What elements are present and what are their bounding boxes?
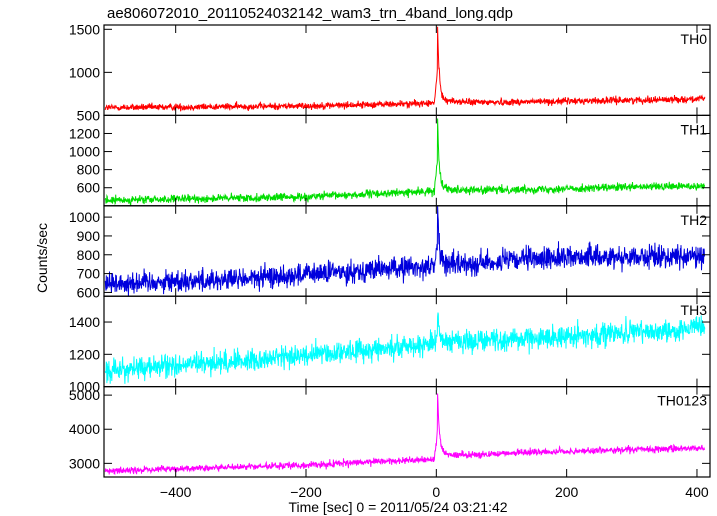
x-tick-label: 0 xyxy=(432,484,440,500)
y-tick-label: 1200 xyxy=(69,346,100,362)
y-tick-label: 1000 xyxy=(69,64,100,80)
panel-label: TH1 xyxy=(681,121,708,137)
series-line-th2 xyxy=(104,205,706,297)
y-tick-label: 1200 xyxy=(69,125,100,141)
panel-label: TH0 xyxy=(681,31,708,47)
y-tick-label: 1000 xyxy=(69,379,100,395)
panel-label: TH3 xyxy=(681,302,708,318)
y-tick-label: 5000 xyxy=(69,387,100,403)
y-tick-label: 3000 xyxy=(69,455,100,471)
series-line-th0123 xyxy=(104,393,706,476)
x-tick-label: −400 xyxy=(160,484,192,500)
y-tick-label: 600 xyxy=(77,284,101,300)
series-line-th3 xyxy=(104,312,706,384)
chart-title: ae806072010_20110524032142_wam3_trn_4ban… xyxy=(107,5,513,22)
y-tick-label: 600 xyxy=(77,180,101,196)
y-tick-label: 1000 xyxy=(69,144,100,160)
y-axis-label: Counts/sec xyxy=(34,223,50,293)
series-line-th1 xyxy=(104,118,705,206)
x-tick-label: 200 xyxy=(555,484,579,500)
panel-frame xyxy=(103,386,711,478)
panels: 500 1000 1500 TH0 600 800 1000 1200 TH1 600 700 800… xyxy=(69,21,711,500)
x-axis-label: Time [sec] 0 = 2011/05/24 03:21:42 xyxy=(288,499,507,515)
panel-th0123: 3000 4000 5000 TH0123 xyxy=(69,386,711,478)
x-tick-label: 400 xyxy=(685,484,709,500)
y-tick-label: 1000 xyxy=(69,209,100,225)
panel-th2: 600 700 800 900 1000 TH2 xyxy=(69,205,711,300)
series-line-th0 xyxy=(104,26,706,112)
y-tick-label: 1400 xyxy=(69,314,100,330)
y-tick-label: 4000 xyxy=(69,421,100,437)
panel-th1: 600 800 1000 1200 TH1 xyxy=(69,114,711,207)
y-tick-label: 1500 xyxy=(69,21,100,37)
panel-th0: 500 1000 1500 TH0 xyxy=(69,21,711,123)
panel-th3: 1000 1200 1400 TH3 xyxy=(69,295,711,395)
y-tick-label: 800 xyxy=(77,247,101,263)
y-tick-label: 900 xyxy=(77,228,101,244)
y-tick-label: 700 xyxy=(77,266,101,282)
x-tick-label: −200 xyxy=(290,484,322,500)
panel-frame xyxy=(103,295,711,388)
panel-label: TH0123 xyxy=(657,393,707,409)
panel-label: TH2 xyxy=(681,212,708,228)
y-tick-label: 500 xyxy=(77,107,101,123)
y-tick-label: 800 xyxy=(77,162,101,178)
